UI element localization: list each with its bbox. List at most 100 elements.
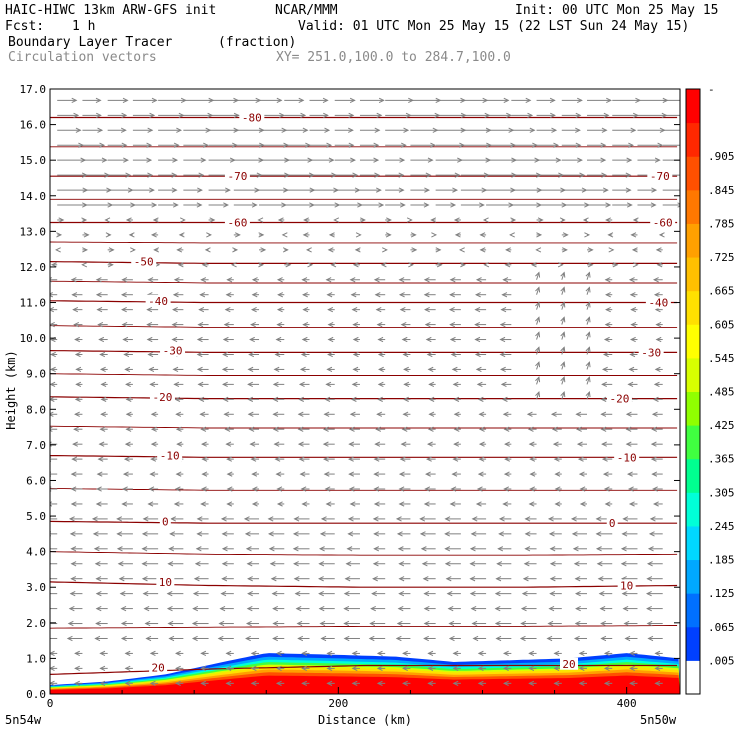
wind-vector: [222, 381, 234, 388]
wind-vector-head: [348, 441, 355, 447]
wind-vector: [430, 217, 437, 223]
wind-vector: [147, 351, 159, 358]
wind-vector-head: [298, 456, 305, 462]
wind-vector: [452, 456, 461, 462]
wind-vector-head: [68, 605, 75, 612]
wind-vector-head: [574, 576, 581, 582]
wind-vector-head: [99, 680, 106, 686]
wind-vector: [50, 456, 58, 462]
wind-vector: [578, 471, 588, 477]
wind-vector-head: [449, 321, 456, 328]
wind-vector-head: [96, 471, 103, 477]
wind-vector-head: [560, 361, 566, 368]
wind-vector-head: [423, 277, 430, 283]
wind-vector: [99, 650, 108, 657]
wind-vector: [246, 561, 260, 567]
wind-vector: [221, 576, 234, 582]
wind-vector-head: [653, 381, 660, 388]
wind-vector-head: [352, 366, 359, 373]
wind-vector-head: [578, 665, 585, 672]
wind-vector-head: [577, 97, 583, 104]
wind-vector: [175, 426, 184, 432]
wind-vector-head: [324, 127, 331, 133]
wind-vector-head: [50, 307, 54, 313]
wind-vector: [197, 381, 209, 388]
wind-vector-head: [70, 561, 77, 567]
wind-vector-head: [171, 321, 178, 328]
wind-vector: [452, 381, 461, 388]
wind-vector: [284, 262, 292, 268]
wind-vector-head: [602, 351, 609, 358]
wind-vector: [320, 516, 335, 522]
wind-vector: [585, 376, 591, 385]
wind-vector-head: [560, 316, 566, 323]
wind-vector: [561, 187, 588, 193]
wind-vector-head: [70, 486, 77, 492]
wind-vector: [50, 441, 58, 447]
wind-vector-head: [426, 456, 432, 462]
wind-vector: [100, 396, 108, 402]
wind-vector: [147, 501, 159, 507]
wind-vector: [334, 97, 356, 104]
wind-vector: [444, 561, 461, 567]
wind-vector-head: [100, 411, 107, 417]
wind-vector: [410, 157, 434, 163]
x-tick-label: 400: [617, 697, 637, 710]
wind-vector-head: [652, 486, 658, 492]
wind-vector: [146, 307, 159, 313]
wind-vector: [50, 426, 58, 432]
wind-vector-head: [174, 486, 181, 492]
wind-vector-head: [350, 157, 356, 163]
wind-vector: [511, 97, 532, 104]
wind-vector-head: [604, 277, 611, 283]
wind-vector-head: [585, 301, 591, 308]
wind-vector-head: [386, 217, 392, 223]
wind-vector: [605, 292, 613, 298]
wind-vector-shaft: [536, 302, 540, 310]
wind-vector-head: [578, 680, 585, 686]
wind-vector: [536, 232, 543, 238]
wind-vector-head: [247, 396, 254, 402]
wind-vector-head: [245, 546, 252, 552]
wind-vector-head: [581, 187, 588, 193]
wind-vector-head: [424, 307, 430, 313]
wind-vector-head: [395, 516, 402, 522]
wind-vector-head: [349, 501, 356, 507]
wind-vector: [612, 97, 642, 104]
wind-vector-head: [529, 127, 536, 133]
wind-vector: [250, 650, 260, 657]
wind-vector-head: [505, 247, 511, 253]
wind-vector: [50, 516, 58, 522]
wind-vector: [469, 591, 487, 597]
wind-vector-head: [119, 591, 126, 597]
wind-vector-head: [146, 142, 153, 148]
wind-vector-head: [603, 650, 610, 657]
wind-vector-head: [250, 665, 257, 672]
wind-vector: [653, 292, 663, 298]
wind-vector: [398, 576, 411, 582]
wind-vector-head: [601, 381, 607, 388]
wind-vector-head: [305, 247, 312, 253]
wind-vector: [402, 650, 411, 657]
wind-vector-head: [603, 486, 610, 492]
wind-vector-head: [169, 531, 176, 537]
wind-vector: [653, 501, 663, 507]
wind-vector: [655, 247, 663, 253]
wind-vector-head: [585, 316, 591, 323]
wind-vector: [376, 411, 386, 417]
wind-vector-head: [149, 187, 155, 193]
wind-vector: [305, 247, 312, 253]
x-axis-label: Distance (km): [318, 713, 412, 727]
wind-vector-head: [625, 426, 632, 432]
x-start-label: 5n54w: [5, 713, 42, 727]
wind-vector-head: [352, 336, 359, 343]
wind-vector-head: [502, 665, 509, 672]
wind-vector: [223, 411, 234, 417]
wind-vector: [141, 531, 159, 537]
wind-vector: [374, 292, 386, 298]
wind-vector-head: [293, 576, 300, 582]
wind-vector-head: [426, 351, 433, 358]
wind-vector-head: [324, 396, 331, 402]
wind-vector-head: [578, 650, 585, 657]
valid-time: Valid: 01 UTC Mon 25 May 15 (22 LST Sun …: [298, 19, 690, 34]
